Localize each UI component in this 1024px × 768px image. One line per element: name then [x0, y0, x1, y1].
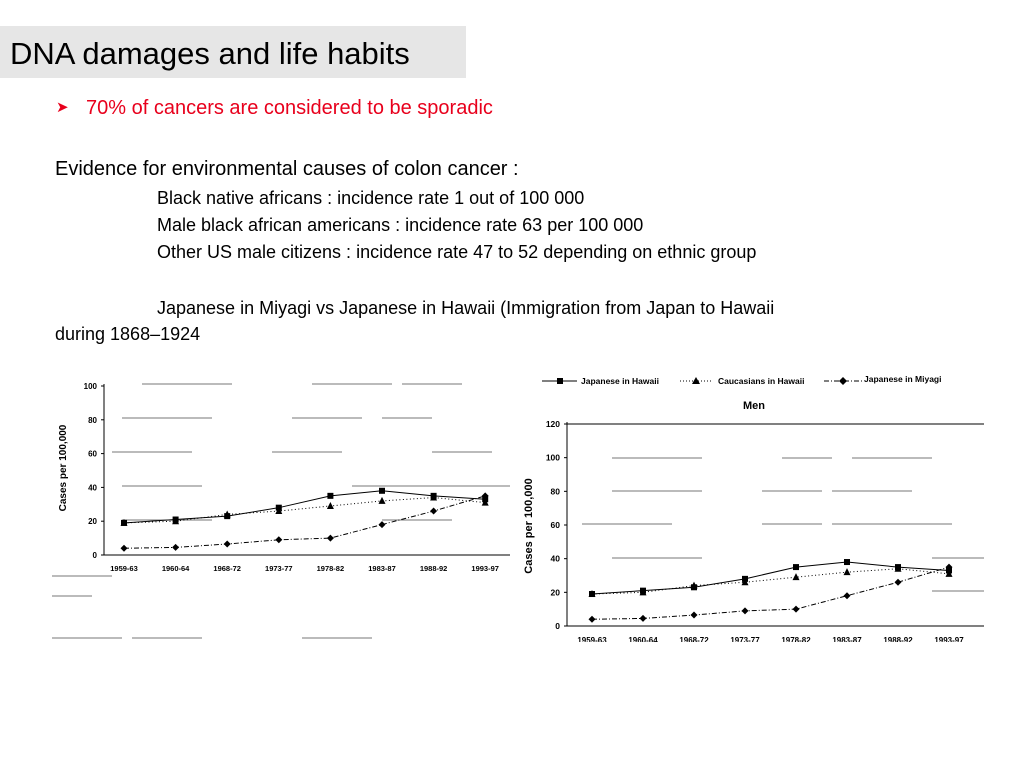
y-tick-label: 80: [551, 486, 561, 496]
data-point-triangle: [792, 573, 800, 581]
y-tick-label: 60: [88, 450, 97, 459]
data-point-triangle: [843, 568, 851, 576]
y-tick-label: 0: [93, 551, 98, 560]
japan-comparison-line: Japanese in Miyagi vs Japanese in Hawaii…: [157, 298, 775, 318]
legend-label-japanese-miyagi: Japanese in Miyagi: [864, 374, 941, 384]
data-point-triangle: [639, 588, 647, 596]
x-tick-label: 1993-97: [934, 636, 964, 642]
y-tick-label: 100: [84, 382, 98, 391]
series-line-triangle: [123, 497, 486, 524]
chart-right-title: Men: [743, 400, 765, 412]
data-point-triangle: [945, 569, 953, 577]
data-point-triangle: [481, 498, 489, 506]
y-tick-label: 40: [551, 554, 561, 564]
x-tick-label: 1960-64: [162, 564, 190, 573]
data-point-diamond: [120, 544, 128, 552]
bullet-text: 70% of cancers are considered to be spor…: [86, 97, 493, 119]
data-point-triangle: [741, 578, 749, 586]
slide-title: DNA damages and life habits: [10, 36, 410, 71]
y-tick-label: 100: [546, 453, 560, 463]
y-tick-label: 60: [551, 520, 561, 530]
data-point-diamond: [378, 521, 386, 529]
colon-cancer-chart-right: Japanese in Hawaii Caucasians in Hawaii …: [512, 366, 984, 645]
data-point-square: [379, 487, 385, 494]
x-tick-label: 1983-87: [832, 636, 862, 642]
data-point-triangle: [120, 518, 128, 526]
x-tick-label: 1983-87: [368, 564, 396, 573]
series-line-square: [123, 490, 486, 524]
x-tick-label: 1988-92: [420, 564, 448, 573]
x-tick-label: 1959-63: [110, 564, 138, 573]
data-point-diamond: [588, 615, 596, 623]
x-tick-label: 1973-77: [730, 636, 760, 642]
x-tick-label: 1978-82: [317, 564, 345, 573]
data-point-diamond: [894, 578, 902, 586]
data-point-square: [844, 559, 850, 566]
data-point-triangle: [326, 501, 334, 509]
y-tick-label: 20: [551, 587, 561, 597]
data-point-triangle: [275, 507, 283, 515]
data-point-square: [327, 492, 334, 499]
data-point-diamond: [275, 536, 283, 544]
bullet-point: ➤ 70% of cancers are considered to be spo…: [56, 95, 493, 121]
series-line-square: [591, 561, 950, 595]
data-point-triangle: [588, 590, 596, 598]
data-point-diamond: [741, 607, 749, 615]
x-tick-label: 1988-92: [883, 636, 913, 642]
x-tick-label: 1973-77: [265, 564, 293, 573]
data-point-triangle: [223, 510, 231, 518]
chart-right-svg: Japanese in Hawaii Caucasians in Hawaii …: [523, 374, 984, 645]
data-point-diamond: [639, 614, 647, 622]
series-line-diamond: [591, 566, 950, 620]
legend-marker-japanese-miyagi: [839, 377, 847, 385]
x-tick-label: 1959-63: [577, 636, 607, 642]
legend-marker-caucasians-hawaii: [692, 377, 700, 384]
evidence-line-2: Male black african americans : incidence…: [157, 215, 644, 235]
x-tick-label: 1968-72: [213, 564, 241, 573]
data-point-diamond: [690, 611, 698, 619]
x-tick-label: 1993-97: [471, 564, 499, 573]
colon-cancer-chart-left: 0 20 40 60 80 100 1959-63 1960-64 1968-72 1973-77…: [52, 368, 510, 642]
chart-right-y-axis-label: Cases per 100,000: [523, 478, 535, 573]
y-tick-label: 120: [546, 419, 560, 429]
evidence-heading: Evidence for environmental causes of col…: [55, 158, 519, 180]
data-point-diamond: [430, 507, 438, 515]
data-point-triangle: [378, 496, 386, 504]
y-tick-label: 0: [555, 621, 560, 631]
data-point-triangle: [430, 493, 438, 501]
data-point-diamond: [481, 492, 489, 500]
data-point-diamond: [172, 543, 180, 551]
evidence-line-3: Other US male citizens : incidence rate …: [157, 242, 757, 262]
legend-marker-japanese-hawaii: [557, 378, 563, 384]
data-point-diamond: [326, 534, 334, 542]
chart-left-svg: 0 20 40 60 80 100 1959-63 1960-64 1968-72 1973-77…: [52, 382, 510, 639]
data-point-triangle: [172, 517, 180, 525]
chart-left-y-axis-label: Cases per 100,000: [58, 424, 69, 511]
japan-comparison-line-continued: during 1868–1924: [55, 324, 201, 344]
legend-label-caucasians-hawaii: Caucasians in Hawaii: [718, 376, 804, 386]
title-background: [0, 26, 466, 78]
x-tick-label: 1960-64: [628, 636, 658, 642]
data-point-square: [793, 564, 799, 571]
x-tick-label: 1978-82: [781, 636, 811, 642]
data-point-diamond: [843, 592, 851, 600]
data-point-triangle: [690, 581, 698, 589]
evidence-line-1: Black native africans : incidence rate 1…: [157, 188, 585, 208]
x-tick-label: 1968-72: [679, 636, 709, 642]
data-point-diamond: [223, 540, 231, 548]
y-tick-label: 20: [88, 517, 97, 526]
data-point-diamond: [792, 605, 800, 613]
series-line-diamond: [123, 495, 486, 549]
data-point-triangle: [894, 564, 902, 572]
y-tick-label: 40: [88, 483, 97, 492]
series-line-triangle: [591, 568, 950, 595]
legend-label-japanese-hawaii: Japanese in Hawaii: [581, 376, 659, 386]
data-point-diamond: [945, 563, 953, 571]
y-tick-label: 80: [88, 416, 97, 425]
arrowhead-bullet-icon: ➤: [56, 99, 69, 116]
